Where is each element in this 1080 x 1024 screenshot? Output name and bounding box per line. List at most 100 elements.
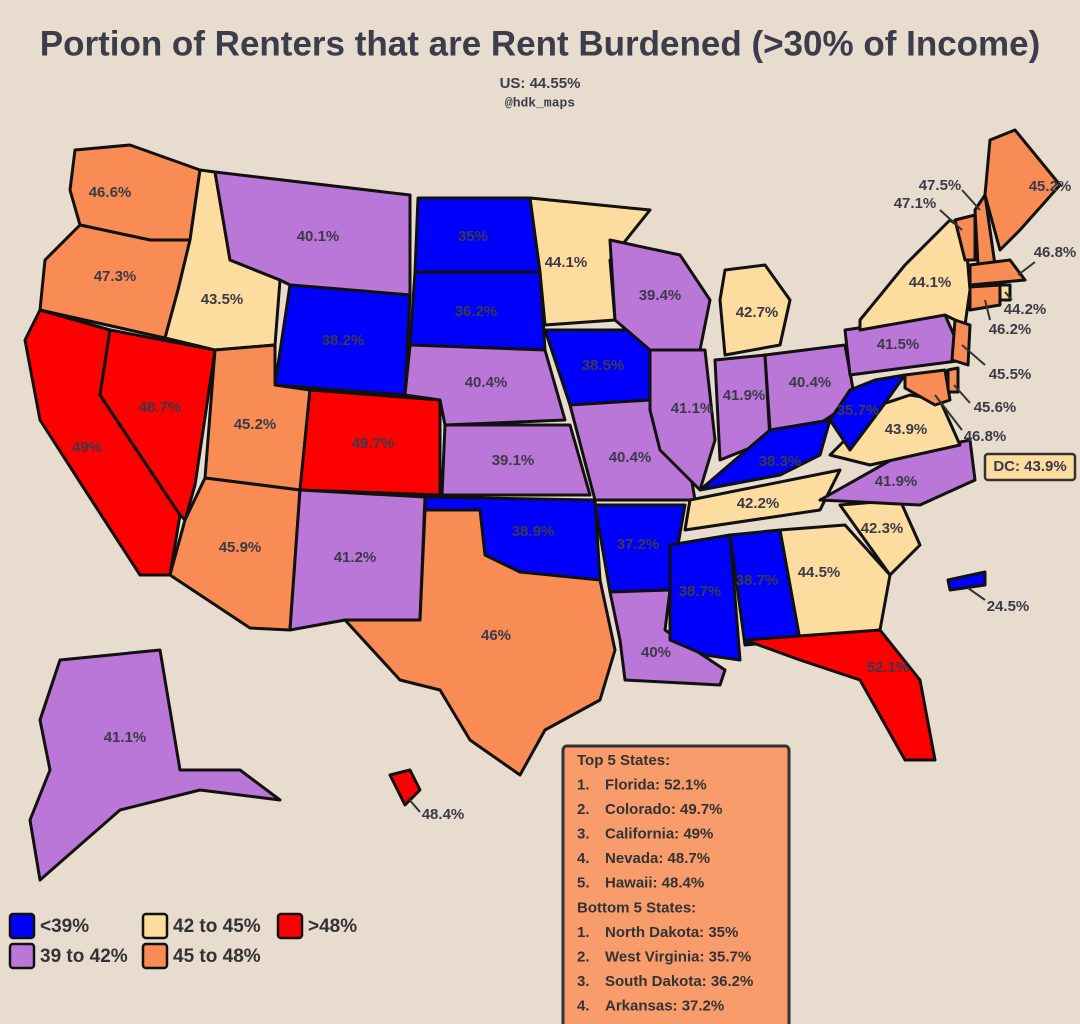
- state: [440, 423, 592, 497]
- rank-number: 3.: [577, 973, 590, 990]
- rank-number: 2.: [577, 801, 590, 818]
- state: [718, 263, 792, 357]
- leader-line: [934, 394, 963, 431]
- rank-number: 4.: [577, 850, 590, 867]
- states: [23, 128, 1077, 882]
- legend-swatch: [141, 912, 169, 940]
- legend-swatch: [8, 942, 36, 970]
- state: [668, 533, 742, 662]
- region-label: 42.3%: [861, 520, 904, 537]
- rank-heading: Top 5 States:: [577, 752, 670, 769]
- state: [743, 628, 937, 762]
- state: [983, 128, 1062, 252]
- labels: 46.6% 47.3% 49% 48.7% 43.5% 40.1% 38.2% 45.2% 49…: [72, 177, 1076, 823]
- region-label: 44.1%: [545, 254, 588, 271]
- state: [953, 213, 977, 262]
- rank-number: 5.: [577, 874, 590, 891]
- region-label: 43.5%: [201, 291, 244, 308]
- region-label: 38.9%: [512, 523, 555, 540]
- leader-line: [407, 797, 421, 813]
- region-label: 44.5%: [798, 564, 841, 581]
- leader-line: [953, 384, 971, 404]
- rank-number: 3.: [577, 825, 590, 842]
- rank-number: 4.: [577, 997, 590, 1014]
- state: [778, 523, 892, 642]
- rank-item: North Dakota: 35%: [605, 924, 738, 941]
- region-label: 41.1%: [671, 400, 714, 417]
- region-label: 46.6%: [89, 184, 132, 201]
- region-label: 45.5%: [989, 366, 1032, 383]
- dc-box: [983, 452, 1077, 482]
- region-label: 41.9%: [875, 473, 918, 490]
- rank-number: 1.: [577, 924, 590, 941]
- region-label: 41.9%: [723, 387, 766, 404]
- region-label: 46.8%: [1034, 244, 1077, 261]
- region-label: 42.2%: [737, 495, 780, 512]
- region-label: DC: 43.9%: [993, 458, 1066, 475]
- region-label: 45.2%: [1029, 178, 1072, 195]
- legend-swatch: [8, 912, 36, 940]
- rank-item: West Virginia: 35.7%: [605, 948, 751, 965]
- leader-line: [939, 209, 963, 231]
- region-label: 40.4%: [609, 449, 652, 466]
- legend-label: 39 to 42%: [40, 946, 128, 967]
- region-label: 47.5%: [919, 177, 962, 194]
- legend-label: 42 to 45%: [173, 916, 261, 937]
- legend-label: <39%: [40, 916, 89, 937]
- region-label: 49.7%: [352, 435, 395, 452]
- leader-line: [961, 189, 981, 211]
- region-label: 40.1%: [297, 228, 340, 245]
- region-label: 48.4%: [422, 806, 465, 823]
- state: [683, 468, 842, 532]
- region-label: 45.9%: [219, 539, 262, 556]
- legend: <39% 39 to 42% 42 to 45% 45 to 48% >48%: [8, 912, 357, 970]
- region-label: 46.2%: [989, 321, 1032, 338]
- region-label: 47.3%: [94, 268, 137, 285]
- state: [950, 318, 972, 367]
- region-label: 45.6%: [974, 399, 1017, 416]
- rank-item: California: 49%: [605, 825, 713, 842]
- legend-swatch: [276, 912, 304, 940]
- leader-line: [1017, 261, 1036, 276]
- rank-item: Florida: 52.1%: [605, 776, 707, 793]
- state: [28, 648, 282, 882]
- state: [298, 388, 442, 497]
- region-label: 38.2%: [322, 332, 365, 349]
- region-label: 36.2%: [455, 303, 498, 320]
- rankings-box: [561, 744, 791, 1024]
- legend-label: >48%: [308, 916, 357, 937]
- region-label: 38.3%: [759, 453, 802, 470]
- region-label: 43.9%: [885, 421, 928, 438]
- credit: @hdk_maps: [505, 95, 575, 110]
- region-label: 44.2%: [1004, 301, 1047, 318]
- rank-item: Nevada: 48.7%: [605, 850, 710, 867]
- legend-label: 45 to 48%: [173, 946, 261, 967]
- leader-line: [967, 587, 986, 601]
- region-label: 40.4%: [789, 374, 832, 391]
- region-label: 37.2%: [617, 536, 660, 553]
- state: [968, 258, 1027, 287]
- rank-heading: Bottom 5 States:: [577, 899, 696, 916]
- region-label: 38.7%: [679, 583, 722, 600]
- rank-number: 1.: [577, 776, 590, 793]
- leader-line: [984, 299, 991, 321]
- region-label: 39.1%: [492, 452, 535, 469]
- region-label: 49%: [72, 439, 102, 456]
- subtitle: US: 44.55%: [500, 75, 581, 92]
- region-label: 41.1%: [104, 729, 147, 746]
- region-label: 45.2%: [234, 416, 277, 433]
- rank-number: 2.: [577, 948, 590, 965]
- rank-item: Colorado: 49.7%: [605, 801, 723, 818]
- rankings: Top 5 States: 1. Florida: 52.1% 2. Colorado:…: [577, 752, 753, 1015]
- region-label: 48.7%: [139, 399, 182, 416]
- region-label: 44.1%: [909, 274, 952, 291]
- rank-item: Hawaii: 48.4%: [605, 874, 704, 891]
- region-label: 46.8%: [964, 428, 1007, 445]
- region-label: 35.7%: [837, 402, 880, 419]
- region-label: 38.5%: [582, 357, 625, 374]
- region-label: 38.7%: [736, 572, 779, 589]
- region-label: 42.7%: [736, 304, 779, 321]
- region-label: 39.4%: [639, 287, 682, 304]
- region-label: 41.5%: [877, 336, 920, 353]
